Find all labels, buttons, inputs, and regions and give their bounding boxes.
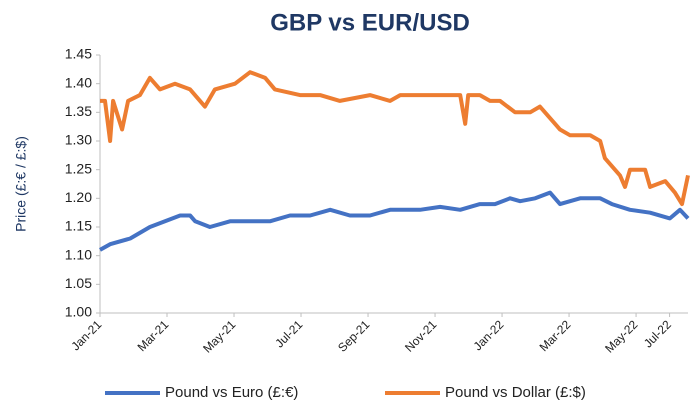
y-tick-label: 1.35	[65, 103, 92, 119]
chart-title: GBP vs EUR/USD	[270, 9, 470, 36]
y-axis-label: Price (£:€ / £:$)	[13, 136, 29, 232]
y-tick-label: 1.00	[65, 304, 92, 320]
y-tick-label: 1.25	[65, 160, 92, 176]
y-tick-label: 1.30	[65, 132, 92, 148]
x-tick-label: Nov-21	[402, 317, 439, 354]
y-tick-label: 1.45	[65, 46, 92, 62]
x-tick-label: Jan-21	[69, 317, 105, 353]
x-tick-label: Mar-21	[135, 317, 172, 354]
x-tick-label: Jan-22	[471, 317, 507, 353]
legend-label: Pound vs Euro (£:€)	[165, 384, 298, 401]
y-tick-label: 1.05	[65, 275, 92, 291]
legend-label: Pound vs Dollar (£:$)	[445, 384, 586, 401]
x-tick-label: May-22	[602, 317, 640, 355]
x-tick-label: May-21	[200, 317, 238, 355]
data-line	[99, 190, 690, 252]
y-tick-label: 1.10	[65, 246, 92, 262]
x-tick-label: Jul-22	[641, 317, 674, 350]
y-tick-label: 1.20	[65, 189, 92, 205]
x-tick-label: Sep-21	[335, 317, 372, 354]
y-tick-label: 1.15	[65, 218, 92, 234]
x-tick-label: Jul-21	[272, 317, 305, 350]
y-tick-label: 1.40	[65, 74, 92, 90]
x-tick-label: Mar-22	[537, 317, 574, 354]
data-line	[100, 70, 690, 207]
